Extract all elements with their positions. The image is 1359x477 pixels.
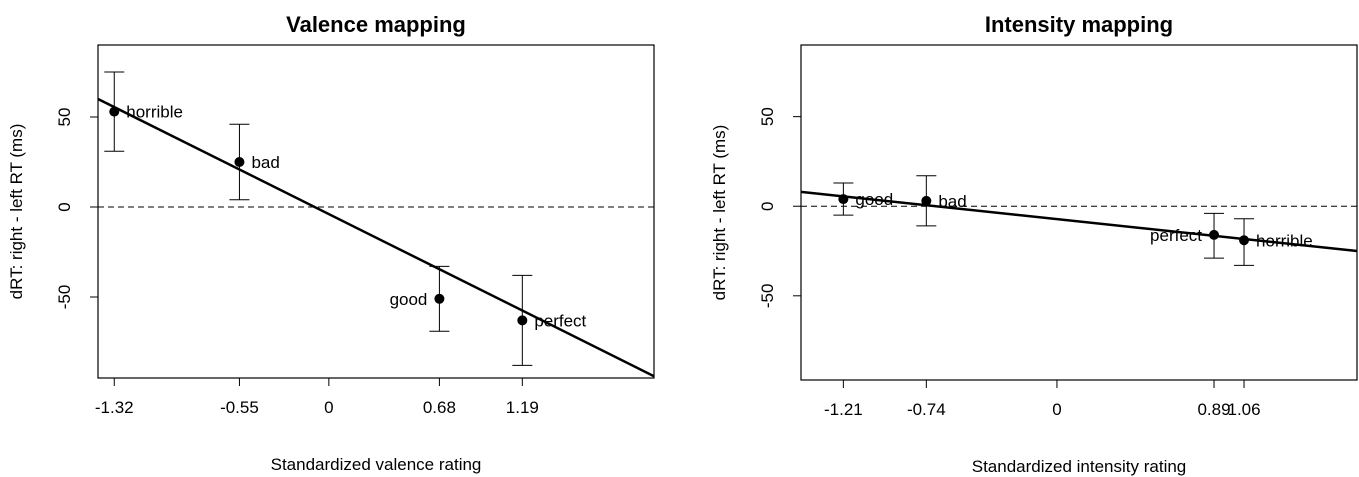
- chart-2-y-tick-label: 0: [758, 201, 777, 210]
- chart-2-point-label: bad: [938, 192, 966, 211]
- chart-1-x-tick-label: 0.68: [423, 398, 456, 417]
- chart-1-plot-frame: [97, 44, 655, 379]
- chart-1-point-label: horrible: [126, 103, 183, 122]
- chart-2-x-tick-label: 0.89: [1197, 400, 1230, 419]
- chart-1-point-label: perfect: [534, 311, 586, 330]
- chart-1-data-point: [517, 315, 528, 326]
- chart-2-x-tick-label: 0: [1052, 400, 1061, 419]
- chart-1-y-axis-label: dRT: right - left RT (ms): [7, 124, 26, 300]
- chart-2-regression-line: [800, 190, 1358, 253]
- chart-2-data-point: [1209, 229, 1220, 240]
- chart-2-x-tick-label: -0.74: [907, 400, 946, 419]
- chart-2-x-tick-label: 1.06: [1227, 400, 1260, 419]
- chart-1-y-tick-label: 0: [55, 202, 74, 211]
- chart-1-title: Valence mapping: [286, 12, 466, 37]
- chart-1-regression-line: [97, 97, 655, 378]
- chart-2-point-label: horrible: [1256, 231, 1313, 250]
- chart-1-data-point: [234, 157, 245, 167]
- chart-1-point-label: bad: [251, 153, 279, 172]
- chart-1-y-tick-label: -50: [55, 285, 74, 310]
- chart-2-data-point: [921, 195, 932, 206]
- chart-1-x-tick-label: -0.55: [220, 398, 259, 417]
- chart-1-y-tick-label: 50: [55, 108, 74, 127]
- chart-2-data-point: [1239, 235, 1250, 246]
- chart-1-x-tick-label: -1.32: [95, 398, 134, 417]
- chart-2-y-tick-label: -50: [758, 284, 777, 309]
- chart-1-point-label: good: [390, 290, 428, 309]
- chart-2-x-axis-label: Standardized intensity rating: [972, 457, 1187, 476]
- chart-1-x-tick-label: 1.19: [506, 398, 539, 417]
- chart-2-y-axis-label: dRT: right - left RT (ms): [710, 125, 729, 301]
- chart-1-x-axis-label: Standardized valence rating: [271, 455, 482, 474]
- chart-2-y-tick-label: 50: [758, 107, 777, 126]
- chart-2-x-tick-label: -1.21: [824, 400, 863, 419]
- chart-2-plot-frame: [800, 44, 1358, 381]
- chart-2-point-label: good: [855, 190, 893, 209]
- chart-2-data-point: [838, 194, 849, 205]
- chart-1-data-point: [434, 293, 445, 304]
- chart-2-point-label: perfect: [1150, 226, 1202, 245]
- chart-2-title: Intensity mapping: [985, 12, 1173, 37]
- chart-1-x-tick-label: 0: [324, 398, 333, 417]
- chart-1-data-point: [109, 106, 120, 117]
